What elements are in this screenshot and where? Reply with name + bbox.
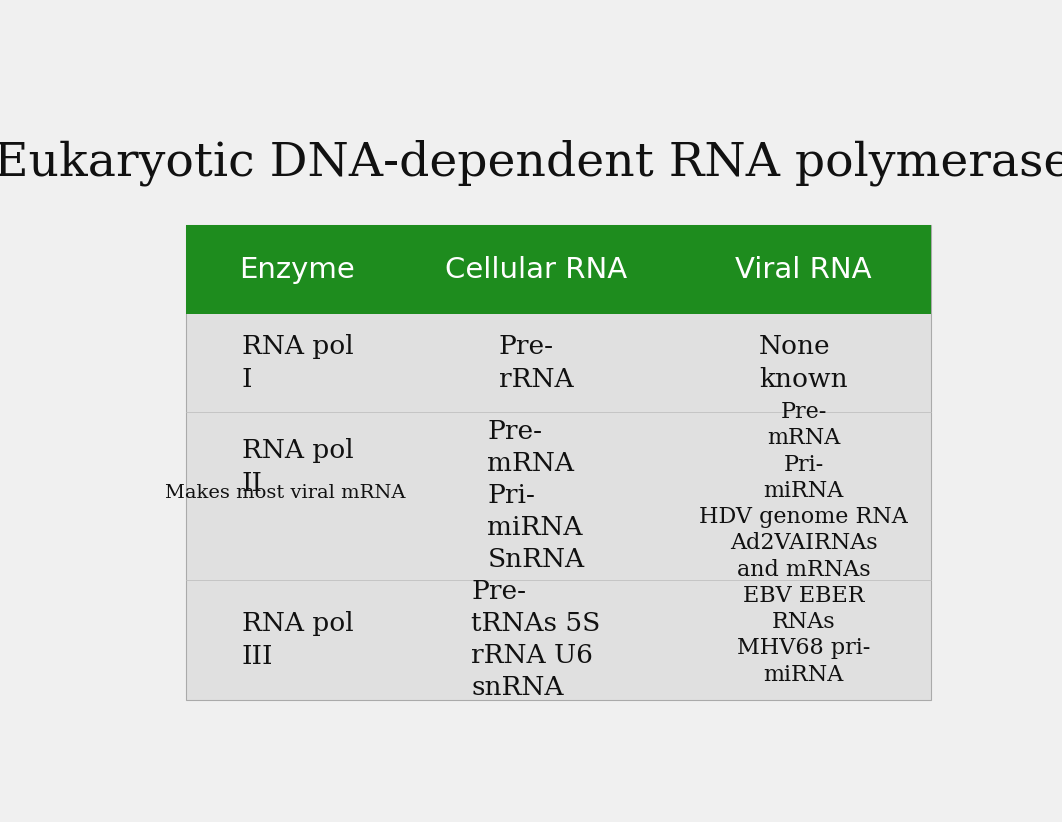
Text: Makes most viral mRNA: Makes most viral mRNA xyxy=(165,483,406,501)
Text: Cellular RNA: Cellular RNA xyxy=(445,256,627,284)
Bar xyxy=(186,225,931,700)
Text: Enzyme: Enzyme xyxy=(240,256,355,284)
Text: RNA pol
II: RNA pol II xyxy=(241,438,354,496)
Bar xyxy=(186,225,931,314)
Text: Pre-
rRNA: Pre- rRNA xyxy=(499,334,573,392)
Text: Eukaryotic DNA-dependent RNA polymerases: Eukaryotic DNA-dependent RNA polymerases xyxy=(0,140,1062,187)
Text: None
known: None known xyxy=(759,334,847,392)
Text: Viral RNA: Viral RNA xyxy=(735,256,872,284)
Text: Pre-
mRNA
Pri-
miRNA
SnRNA: Pre- mRNA Pri- miRNA SnRNA xyxy=(487,419,584,572)
Text: RNA pol
III: RNA pol III xyxy=(241,611,354,669)
Text: Pre-
mRNA
Pri-
miRNA
HDV genome RNA
Ad2VAIRNAs
and mRNAs
EBV EBER
RNAs
MHV68 pri: Pre- mRNA Pri- miRNA HDV genome RNA Ad2V… xyxy=(699,401,908,686)
Text: RNA pol
I: RNA pol I xyxy=(241,334,354,392)
Text: Pre-
tRNAs 5S
rRNA U6
snRNA: Pre- tRNAs 5S rRNA U6 snRNA xyxy=(472,580,601,700)
